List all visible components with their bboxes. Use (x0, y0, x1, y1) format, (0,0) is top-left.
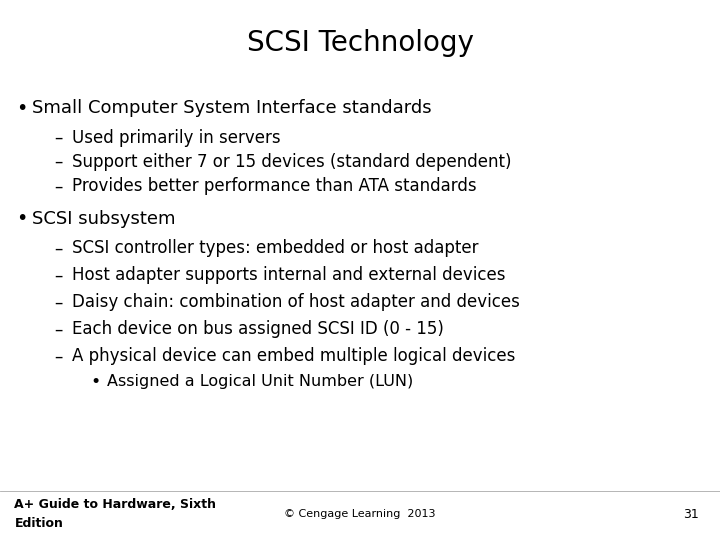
Text: © Cengage Learning  2013: © Cengage Learning 2013 (284, 509, 436, 519)
Text: A physical device can embed multiple logical devices: A physical device can embed multiple log… (72, 347, 516, 366)
Text: Assigned a Logical Unit Number (LUN): Assigned a Logical Unit Number (LUN) (107, 374, 413, 389)
Text: 31: 31 (683, 508, 698, 521)
Text: SCSI Technology: SCSI Technology (246, 29, 474, 57)
Text: –: – (54, 320, 63, 339)
Text: –: – (54, 347, 63, 366)
Text: –: – (54, 266, 63, 285)
Text: •: • (91, 373, 101, 391)
Text: A+ Guide to Hardware, Sixth: A+ Guide to Hardware, Sixth (14, 498, 217, 511)
Text: –: – (54, 293, 63, 312)
Text: Host adapter supports internal and external devices: Host adapter supports internal and exter… (72, 266, 505, 285)
Text: –: – (54, 153, 63, 171)
Text: Support either 7 or 15 devices (standard dependent): Support either 7 or 15 devices (standard… (72, 153, 511, 171)
Text: –: – (54, 239, 63, 258)
Text: Each device on bus assigned SCSI ID (0 - 15): Each device on bus assigned SCSI ID (0 -… (72, 320, 444, 339)
Text: Daisy chain: combination of host adapter and devices: Daisy chain: combination of host adapter… (72, 293, 520, 312)
Text: –: – (54, 129, 63, 147)
Text: Small Computer System Interface standards: Small Computer System Interface standard… (32, 99, 432, 117)
Text: Used primarily in servers: Used primarily in servers (72, 129, 281, 147)
Text: Provides better performance than ATA standards: Provides better performance than ATA sta… (72, 177, 477, 195)
Text: •: • (17, 209, 28, 228)
Text: SCSI controller types: embedded or host adapter: SCSI controller types: embedded or host … (72, 239, 479, 258)
Text: •: • (17, 98, 28, 118)
Text: Edition: Edition (14, 517, 63, 530)
Text: SCSI subsystem: SCSI subsystem (32, 210, 176, 228)
Text: –: – (54, 177, 63, 195)
